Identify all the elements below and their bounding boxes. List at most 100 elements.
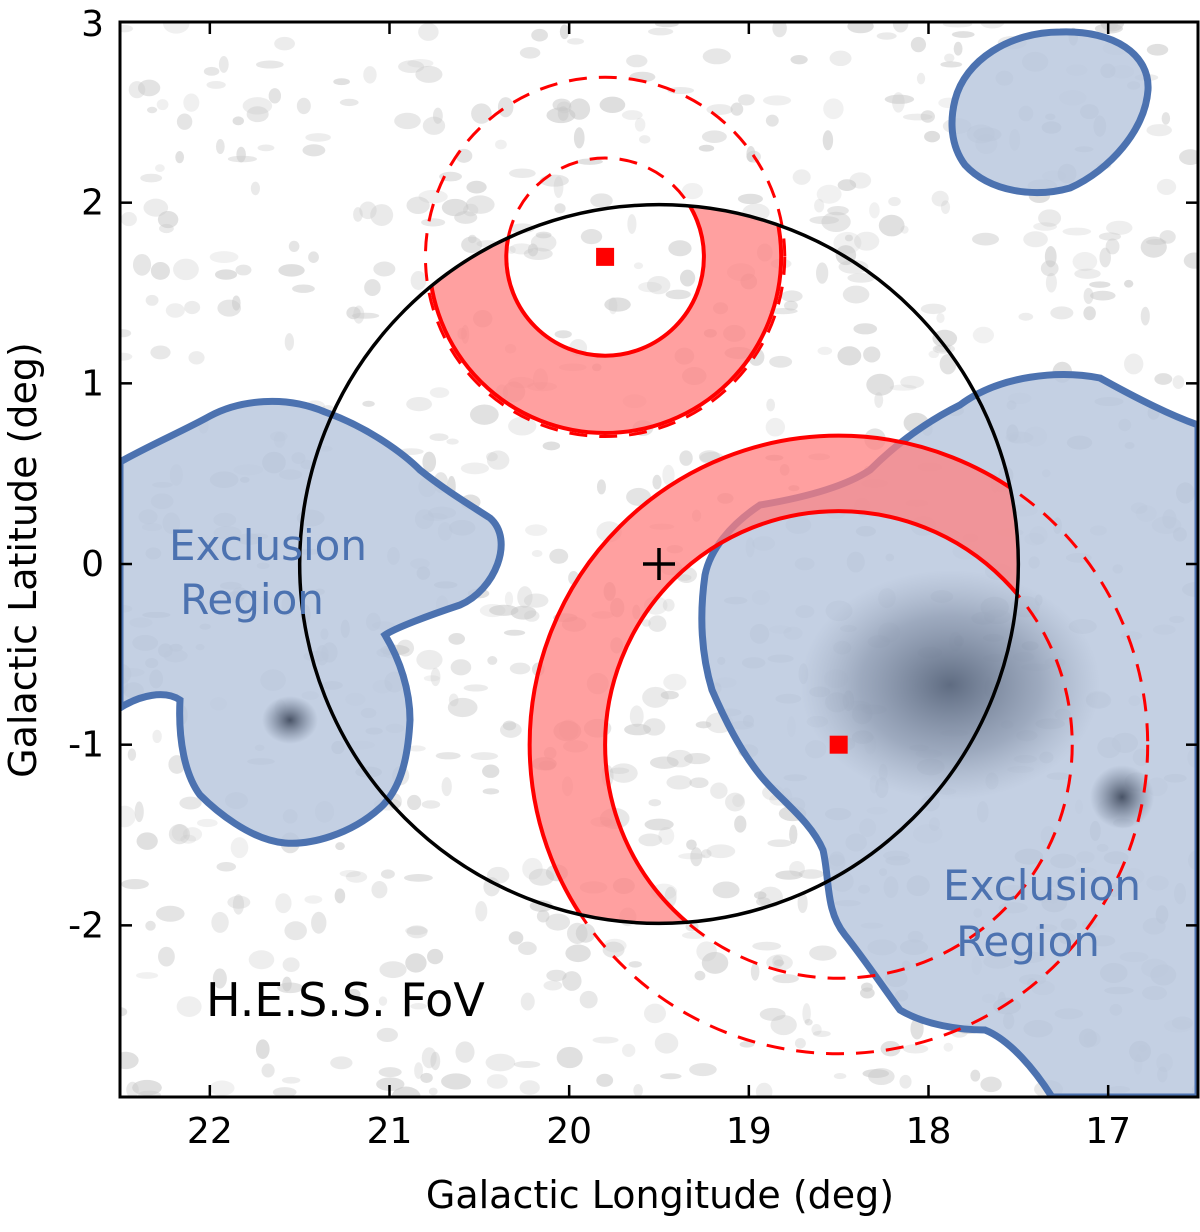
noise-speck [497,97,514,118]
noise-speck [766,954,793,971]
noise-speck [168,824,190,845]
noise-speck [441,777,452,797]
noise-speck [642,686,669,708]
noise-speck [421,1047,437,1069]
noise-speck [517,586,533,608]
noise-speck [120,329,132,338]
hess-fov-circle-group [297,202,1021,926]
noise-speck [522,857,543,880]
exclusion-label-right-2: Region [956,917,1100,966]
noise-speck [766,398,776,412]
noise-speck [509,243,534,255]
noise-speck [275,893,292,914]
noise-speck [738,94,755,106]
noise-speck [902,1044,929,1054]
noise-speck [910,1018,924,1040]
noise-speck [132,1079,162,1096]
noise-speck [422,451,437,473]
noise-speck [482,788,500,795]
noise-speck [972,232,1000,246]
noise-speck [1146,124,1172,137]
noise-speck [811,1024,822,1036]
noise-speck [750,962,760,981]
noise-speck [755,1082,773,1097]
noise-speck [884,94,915,104]
noise-speck [176,113,193,130]
noise-speck [664,886,677,908]
noise-speck [633,1084,643,1097]
noise-speck [837,346,862,366]
noise-speck [706,844,736,859]
noise-speck [821,211,851,232]
noise-speck [370,204,394,226]
noise-speck [248,950,275,970]
noise-speck [690,847,703,867]
noise-speck [282,976,292,992]
noise-speck [756,897,771,907]
noise-speck [698,450,720,463]
noise-speck [567,38,584,45]
noise-speck [448,632,465,645]
noise-speck [391,1086,421,1097]
noise-speck [487,656,498,665]
noise-speck [250,181,260,196]
noise-speck [466,180,487,194]
fov-label: H.E.S.S. FoV [206,973,485,1027]
noise-speck [698,144,715,152]
noise-speck [695,721,712,729]
noise-speck [1040,260,1059,277]
noise-speck [1172,375,1185,389]
noise-speck [232,894,245,915]
exclusion-label-right-1: Exclusion [943,861,1141,910]
noise-speck [783,300,798,311]
noise-speck [679,450,693,466]
noise-speck [924,130,941,143]
noise-speck [171,824,188,842]
noise-speck [817,346,833,356]
noise-speck [794,1037,806,1049]
noise-speck [590,193,613,208]
noise-speck [519,1080,540,1095]
noise-speck [302,144,326,157]
noise-speck [364,279,381,297]
noise-speck [134,801,144,823]
noise-speck [475,901,488,922]
noise-speck [734,815,747,833]
x-tick-label: 17 [1085,1111,1131,1152]
noise-speck [136,832,158,850]
noise-speck [725,792,745,812]
noise-speck [311,911,327,934]
noise-speck [531,28,548,42]
noise-speck [120,805,136,828]
noise-speck [686,839,697,850]
noise-speck [447,697,478,718]
noise-speck [503,629,526,636]
noise-speck [648,27,674,36]
noise-speck [284,333,294,351]
noise-speck [545,913,571,931]
noise-speck [844,234,854,242]
noise-speck [405,953,427,973]
noise-speck [629,705,644,727]
noise-speck [648,799,662,807]
noise-speck [822,130,834,151]
noise-speck [628,961,642,968]
noise-speck [418,189,448,204]
noise-speck [701,849,712,859]
noise-speck [406,196,430,215]
noise-speck [405,926,429,935]
noise-speck [650,756,679,769]
noise-speck [183,93,200,112]
noise-speck [530,233,557,252]
noise-speck [486,1074,508,1089]
x-tick-label: 18 [906,1111,952,1152]
noise-speck [662,598,675,612]
noise-speck [261,1063,275,1078]
noise-speck [531,549,543,558]
noise-speck [641,619,651,627]
noise-speck [441,1073,471,1090]
noise-speck [486,452,498,462]
noise-speck [282,957,300,973]
noise-speck [829,50,852,67]
